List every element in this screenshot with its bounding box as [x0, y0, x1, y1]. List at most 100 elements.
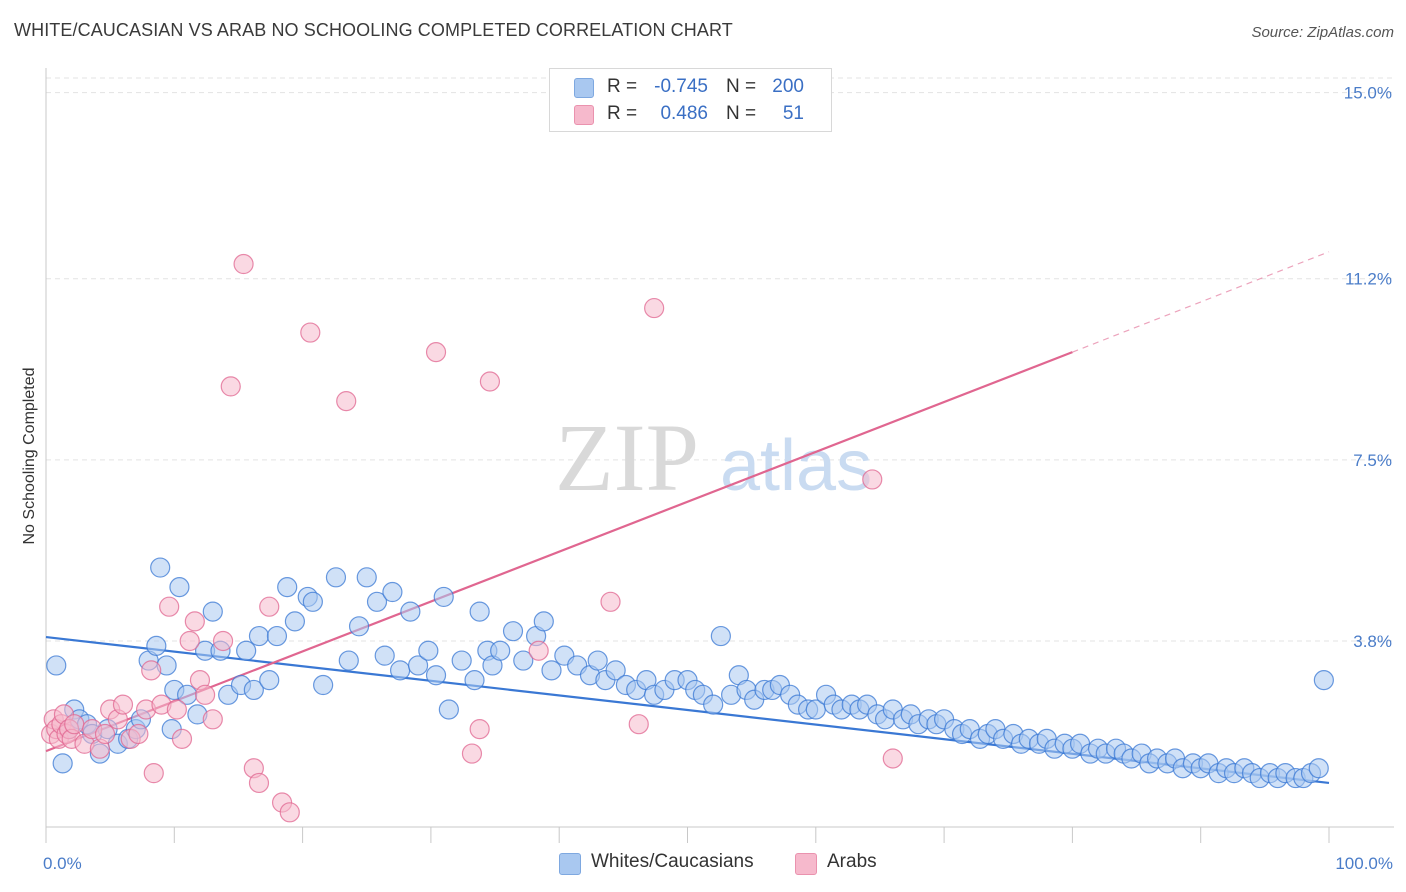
point-whites-caucasians: [169, 577, 190, 598]
point-arabs: [248, 772, 270, 794]
point-arabs: [220, 376, 241, 397]
point-whites-caucasians: [277, 577, 298, 598]
point-arabs: [259, 596, 280, 617]
point-arabs: [171, 728, 193, 749]
point-whites-caucasians: [469, 601, 490, 622]
point-whites-caucasians: [348, 616, 370, 637]
point-arabs: [112, 694, 134, 715]
point-arabs: [461, 743, 483, 764]
point-whites-caucasians: [418, 640, 439, 661]
point-arabs: [469, 718, 490, 740]
point-whites-caucasians: [46, 655, 67, 676]
point-whites-caucasians: [490, 640, 511, 661]
point-whites-caucasians: [587, 650, 608, 671]
point-arabs: [279, 802, 300, 823]
point-arabs: [179, 630, 200, 652]
point-whites-caucasians: [338, 650, 359, 671]
trend-line-extension-arabs: [1072, 251, 1330, 353]
point-whites-caucasians: [541, 660, 562, 681]
point-arabs: [528, 640, 549, 661]
point-arabs: [300, 322, 321, 343]
point-whites-caucasians: [236, 640, 257, 661]
x-tick-label: 100.0%: [1335, 854, 1393, 873]
point-arabs: [479, 371, 501, 392]
axes: [45, 68, 1394, 843]
correlation-legend: R = -0.745 N = 200 R = 0.486 N = 51: [549, 68, 832, 132]
point-whites-caucasians: [533, 611, 554, 632]
point-arabs: [628, 714, 649, 735]
y-tick-label: 3.8%: [1353, 632, 1392, 651]
data-points: [41, 253, 1334, 823]
gridlines: [46, 77, 1394, 642]
bottom-legend-label-arabs: Arabs: [827, 851, 877, 872]
point-arabs: [141, 660, 162, 681]
legend-n-label: N =: [726, 103, 757, 124]
tick-labels: 3.8% 7.5% 11.2% 15.0% 0.0% 100.0%: [43, 84, 1393, 873]
point-whites-caucasians: [366, 591, 388, 612]
point-arabs: [94, 723, 116, 745]
y-axis-label: No Schooling Completed: [21, 368, 38, 545]
point-whites-caucasians: [325, 567, 347, 588]
legend-n-value: 200: [772, 76, 804, 97]
trend-lines: [45, 251, 1330, 785]
point-whites-caucasians: [302, 591, 323, 612]
point-arabs: [194, 684, 216, 705]
point-whites-caucasians: [266, 625, 288, 647]
legend-swatch-arabs: [574, 105, 594, 125]
x-tick-label: 0.0%: [43, 854, 82, 873]
point-whites-caucasians: [703, 694, 724, 715]
point-arabs: [128, 723, 149, 745]
point-whites-caucasians: [248, 625, 270, 647]
point-whites-caucasians: [513, 650, 534, 671]
point-whites-caucasians: [425, 665, 447, 686]
point-whites-caucasians: [284, 611, 306, 632]
point-whites-caucasians: [710, 625, 731, 647]
point-arabs: [644, 297, 665, 319]
point-arabs: [425, 342, 447, 363]
point-whites-caucasians: [605, 660, 626, 681]
legend-r-value: -0.745: [654, 76, 708, 97]
point-whites-caucasians: [202, 601, 223, 622]
legend-swatch-whites: [574, 78, 594, 98]
legend-n-label: N =: [726, 76, 757, 97]
point-arabs: [202, 709, 223, 730]
y-tick-label: 15.0%: [1344, 84, 1392, 103]
legend-r-value: 0.486: [660, 103, 708, 124]
point-arabs: [143, 763, 164, 784]
point-whites-caucasians: [464, 670, 485, 691]
watermark: ZIP atlas: [555, 404, 872, 511]
chart-title: WHITE/CAUCASIAN VS ARAB NO SCHOOLING COM…: [14, 20, 733, 40]
legend-row-whites: R = -0.745 N = 200: [550, 75, 831, 101]
point-whites-caucasians: [502, 621, 524, 642]
point-whites-caucasians: [390, 660, 411, 681]
legend-row-arabs: R = 0.486 N = 51: [550, 102, 831, 128]
point-whites-caucasians: [1308, 758, 1329, 779]
point-arabs: [212, 630, 234, 652]
bottom-legend-swatch-arabs: [795, 853, 817, 875]
point-arabs: [159, 596, 180, 617]
point-whites-caucasians: [313, 674, 334, 696]
legend-n-value: 51: [782, 103, 804, 124]
point-whites-caucasians: [259, 670, 280, 691]
point-whites-caucasians: [356, 567, 377, 588]
legend-r-label: R =: [607, 76, 638, 97]
point-whites-caucasians: [451, 650, 472, 671]
trend-line-arabs: [45, 351, 1073, 753]
y-tick-label: 7.5%: [1353, 451, 1392, 470]
bottom-legend-swatch-whites: [559, 853, 581, 875]
point-whites-caucasians: [243, 679, 264, 701]
point-arabs: [600, 591, 621, 612]
bottom-legend-label-whites: Whites/Caucasians: [591, 851, 754, 872]
point-whites-caucasians: [52, 753, 73, 774]
point-whites-caucasians: [407, 655, 429, 676]
point-whites-caucasians: [1313, 670, 1334, 691]
legend-r-label: R =: [607, 103, 638, 124]
point-arabs: [336, 390, 357, 412]
point-arabs: [166, 699, 187, 720]
watermark-zip: ZIP: [555, 404, 699, 511]
chart-source: Source: ZipAtlas.com: [1251, 24, 1394, 41]
point-whites-caucasians: [150, 557, 171, 578]
point-whites-caucasians: [400, 601, 421, 622]
point-whites-caucasians: [374, 645, 395, 666]
